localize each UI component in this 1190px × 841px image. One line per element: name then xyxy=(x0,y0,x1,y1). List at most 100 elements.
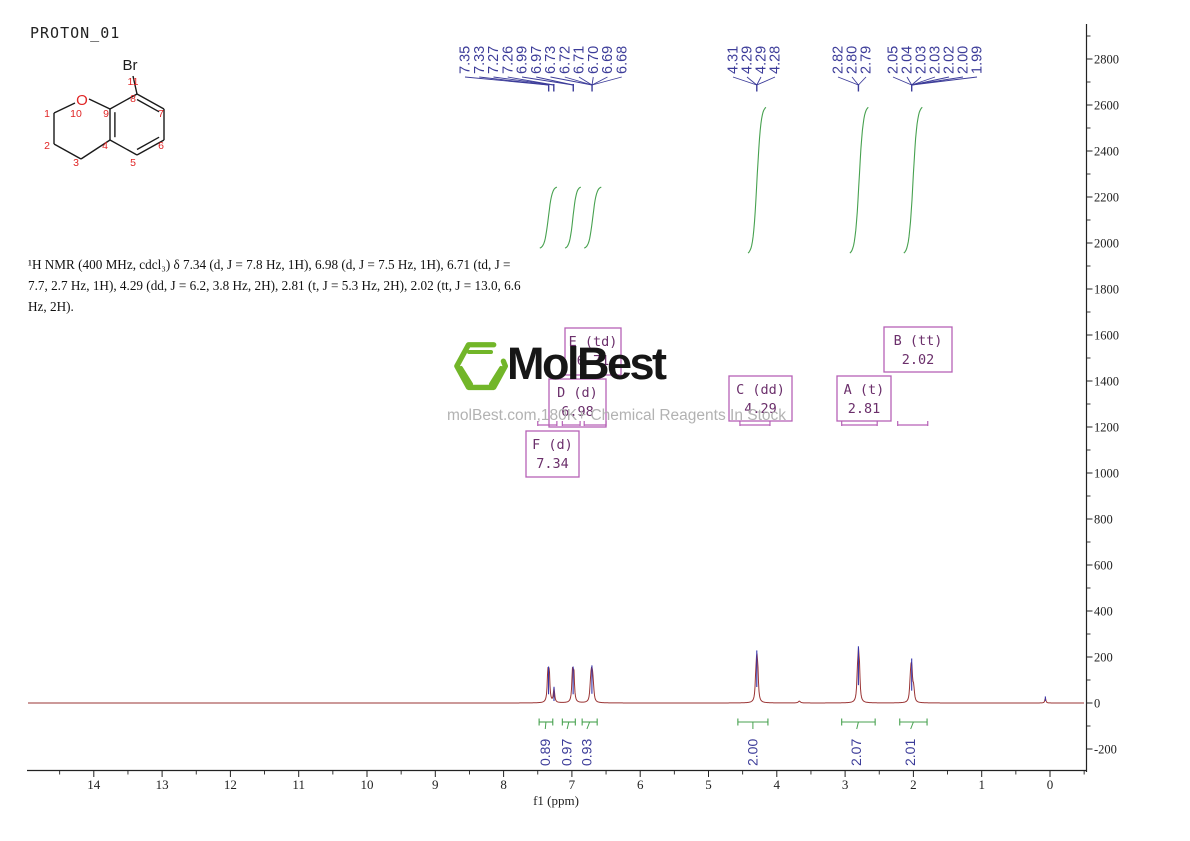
svg-text:6.70: 6.70 xyxy=(586,46,602,74)
svg-text:7.35: 7.35 xyxy=(458,46,474,74)
svg-text:6.71: 6.71 xyxy=(572,46,588,74)
svg-text:0.89: 0.89 xyxy=(537,739,553,766)
svg-text:Br: Br xyxy=(123,57,138,74)
integral-labels: 0.89 0.97 0.93 2.00 2.07 2.01 xyxy=(537,718,928,766)
svg-text:6: 6 xyxy=(158,140,164,152)
svg-text:1800: 1800 xyxy=(1094,283,1119,297)
svg-text:2.79: 2.79 xyxy=(859,46,875,74)
svg-text:1: 1 xyxy=(44,108,50,120)
svg-text:7.26: 7.26 xyxy=(500,46,516,74)
svg-text:4.31: 4.31 xyxy=(726,46,742,74)
svg-text:1400: 1400 xyxy=(1094,375,1119,389)
svg-text:2.02: 2.02 xyxy=(942,46,958,74)
svg-text:2.04: 2.04 xyxy=(900,46,916,74)
assignment-box-A[interactable]: A (t) 2.81 xyxy=(836,375,892,422)
assignment-box-C[interactable]: C (dd) 4.29 xyxy=(728,375,793,422)
svg-text:2: 2 xyxy=(910,777,917,792)
svg-text:1: 1 xyxy=(978,777,985,792)
svg-text:B (tt): B (tt) xyxy=(894,333,943,349)
svg-text:2.82: 2.82 xyxy=(831,46,847,74)
svg-text:11: 11 xyxy=(128,76,139,88)
svg-text:2.03: 2.03 xyxy=(928,46,944,74)
citation-line-1: ¹H NMR (400 MHz, cdcl₃) δ 7.34 (d, J = 7… xyxy=(28,257,511,272)
svg-text:C (dd): C (dd) xyxy=(736,382,785,398)
watermark-tagline: molBest.com,180K+ Chemical Reagents In S… xyxy=(447,407,787,424)
svg-text:5: 5 xyxy=(705,777,712,792)
svg-text:200: 200 xyxy=(1094,651,1113,665)
assignment-box-D[interactable]: D (d) 6.98 xyxy=(548,378,607,428)
benzene-logo-icon xyxy=(454,342,509,391)
svg-text:4.29: 4.29 xyxy=(754,46,770,74)
svg-text:2.01: 2.01 xyxy=(902,739,918,766)
axes: 14 13 12 11 10 9 8 7 6 5 4 3 2 1 0f1 (ppm)280026002400… xyxy=(27,24,1119,808)
integral-curves xyxy=(539,106,923,254)
svg-text:2: 2 xyxy=(44,140,50,152)
svg-text:400: 400 xyxy=(1094,605,1113,619)
svg-text:8: 8 xyxy=(130,93,136,105)
svg-text:7.27: 7.27 xyxy=(486,46,502,74)
experiment-title: PROTON_01 xyxy=(30,24,121,42)
svg-text:f1 (ppm): f1 (ppm) xyxy=(533,793,579,808)
svg-text:6.97: 6.97 xyxy=(529,46,545,74)
citation-line-3: Hz, 2H). xyxy=(28,299,74,314)
svg-text:0: 0 xyxy=(1094,697,1100,711)
svg-text:4: 4 xyxy=(102,140,108,152)
svg-text:1200: 1200 xyxy=(1094,421,1119,435)
svg-text:14: 14 xyxy=(87,777,101,792)
nmr-citation-text: ¹H NMR (400 MHz, cdcl₃) δ 7.34 (d, J = 7… xyxy=(28,254,613,317)
svg-text:2600: 2600 xyxy=(1094,99,1119,113)
svg-text:2.07: 2.07 xyxy=(848,739,864,766)
svg-text:7: 7 xyxy=(158,108,164,120)
svg-text:5: 5 xyxy=(130,157,136,169)
citation-line-2: 7.7, 2.7 Hz, 1H), 4.29 (dd, J = 6.2, 3.8… xyxy=(28,278,521,293)
svg-text:O: O xyxy=(76,92,88,109)
svg-text:2.05: 2.05 xyxy=(886,46,902,74)
svg-text:A (t): A (t) xyxy=(844,382,885,398)
svg-text:4.29: 4.29 xyxy=(744,401,777,417)
svg-text:2.80: 2.80 xyxy=(845,46,861,74)
svg-text:800: 800 xyxy=(1094,513,1113,527)
svg-text:2.03: 2.03 xyxy=(914,46,930,74)
svg-text:4.29: 4.29 xyxy=(740,46,756,74)
peak-shift-labels: 7.357.337.277.266.996.976.736.726.716.70… xyxy=(458,46,986,92)
svg-text:6: 6 xyxy=(637,777,644,792)
svg-text:F (d): F (d) xyxy=(532,437,573,453)
svg-text:10: 10 xyxy=(70,108,82,120)
svg-text:E (td): E (td) xyxy=(569,334,618,350)
svg-text:6.69: 6.69 xyxy=(600,46,616,74)
molecule-structure: Br O 1 2 3 4 5 6 7 8 9 10 11 xyxy=(44,57,165,169)
svg-text:8: 8 xyxy=(500,777,507,792)
peak-pick-markers xyxy=(547,646,1046,701)
assignment-box-F[interactable]: F (d) 7.34 xyxy=(525,430,580,478)
assignment-box-E[interactable]: E (td) 6.71 xyxy=(564,327,622,376)
svg-text:6.72: 6.72 xyxy=(557,46,573,74)
svg-text:11: 11 xyxy=(292,777,305,792)
svg-text:D (d): D (d) xyxy=(557,385,598,401)
svg-text:1000: 1000 xyxy=(1094,467,1119,481)
svg-text:6.68: 6.68 xyxy=(614,46,630,74)
svg-text:9: 9 xyxy=(103,108,109,120)
logo-wordmark: MolBest xyxy=(507,338,667,389)
svg-text:600: 600 xyxy=(1094,559,1113,573)
assignment-box-B[interactable]: B (tt) 2.02 xyxy=(883,326,953,373)
svg-text:0: 0 xyxy=(1047,777,1054,792)
svg-text:2000: 2000 xyxy=(1094,237,1119,251)
svg-text:6.71: 6.71 xyxy=(577,353,610,369)
svg-text:2.81: 2.81 xyxy=(848,401,881,417)
svg-text:-200: -200 xyxy=(1094,743,1117,757)
assignment-boxes[interactable]: E (td) 6.71 D (d) 6.98 F (d) 7.34 C (dd) 4.29 A … xyxy=(525,326,953,478)
svg-text:0.97: 0.97 xyxy=(559,739,575,766)
svg-text:3: 3 xyxy=(842,777,849,792)
svg-text:6.99: 6.99 xyxy=(515,46,531,74)
svg-text:7: 7 xyxy=(569,777,576,792)
svg-text:2400: 2400 xyxy=(1094,145,1119,159)
svg-text:2200: 2200 xyxy=(1094,191,1119,205)
svg-text:1.99: 1.99 xyxy=(970,46,986,74)
spectrum-trace xyxy=(28,647,1084,704)
svg-text:7.33: 7.33 xyxy=(472,46,488,74)
svg-text:10: 10 xyxy=(361,777,374,792)
svg-text:13: 13 xyxy=(156,777,169,792)
molbest-watermark: MolBest molBest.com,180K+ Chemical Reage… xyxy=(445,333,915,433)
